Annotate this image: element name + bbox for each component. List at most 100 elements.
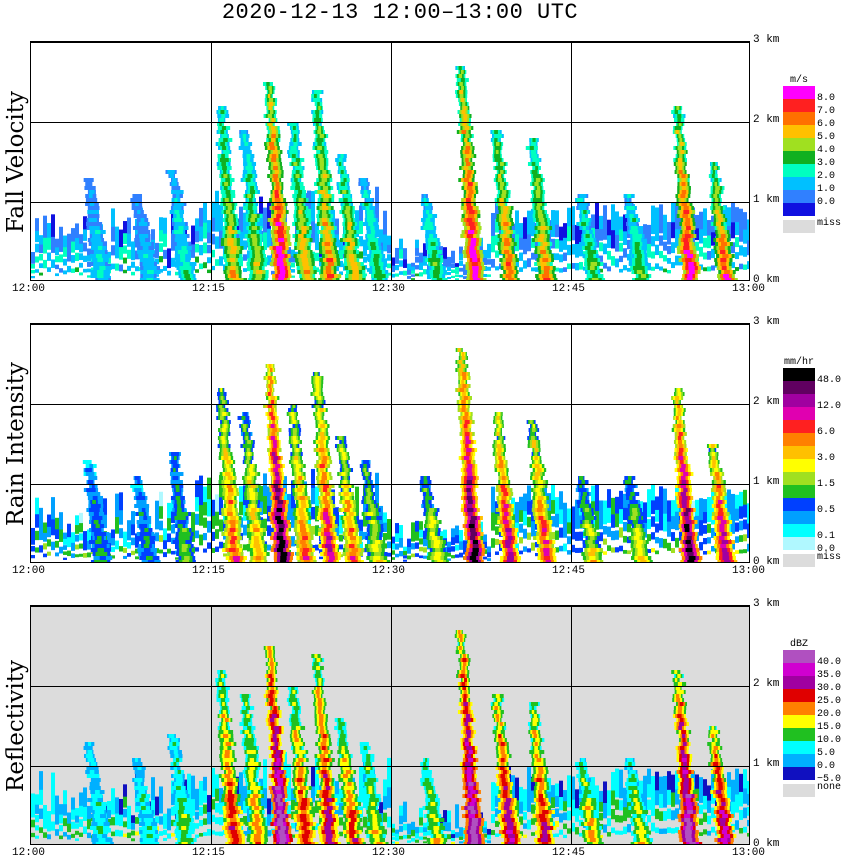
- heatmap-cell: [707, 510, 711, 523]
- heatmap-cell: [43, 237, 47, 254]
- heatmap-cell: [87, 261, 91, 267]
- shaft-cell: [503, 246, 509, 250]
- shaft-cell: [170, 174, 173, 178]
- shaft-cell: [501, 194, 506, 198]
- heatmap-cell: [131, 251, 135, 261]
- shaft-cell: [317, 130, 322, 134]
- heatmap-cell: [35, 547, 39, 553]
- shaft-cell: [537, 468, 542, 472]
- shaft-cell: [318, 154, 323, 158]
- shaft-cell: [318, 138, 322, 142]
- heatmap-cell: [743, 519, 747, 530]
- shaft-cell: [632, 512, 638, 516]
- shaft-cell: [325, 270, 332, 274]
- shaft-cell: [343, 476, 347, 480]
- shaft-cell: [326, 524, 333, 528]
- heatmap-cell: [659, 512, 663, 531]
- shaft-cell: [537, 202, 542, 206]
- shaft-cell: [719, 230, 725, 234]
- heatmap-cell: [595, 511, 599, 530]
- shaft-cell: [140, 218, 145, 222]
- heatmap-cell: [607, 507, 611, 523]
- heatmap-cell: [495, 513, 499, 525]
- heatmap-cell: [619, 216, 623, 231]
- shaft-cell: [462, 416, 468, 420]
- shaft-cell: [229, 270, 236, 274]
- shaft-cell: [722, 254, 729, 258]
- shaft-cell: [323, 198, 329, 202]
- heatmap-cell: [199, 263, 203, 270]
- shaft-cell: [681, 186, 687, 190]
- heatmap-cell: [663, 228, 667, 240]
- heatmap-cell: [739, 263, 743, 270]
- heatmap-cell: [731, 493, 735, 519]
- shaft-cell: [347, 504, 352, 508]
- heatmap-cell: [447, 552, 451, 557]
- shaft-cell: [230, 246, 238, 250]
- shaft-cell: [376, 560, 384, 562]
- shaft-cell: [370, 536, 377, 540]
- shaft-cell: [466, 202, 472, 206]
- heatmap-cell: [399, 551, 403, 557]
- heatmap-cell: [707, 220, 711, 237]
- heatmap-cell: [655, 536, 659, 544]
- shaft-cell: [274, 496, 280, 500]
- shaft-cell: [433, 270, 440, 274]
- heatmap-cell: [655, 207, 659, 228]
- shaft-cell: [459, 90, 464, 94]
- shaft-cell: [427, 214, 433, 218]
- shaft-cell: [228, 488, 234, 492]
- heatmap-cell: [359, 519, 363, 532]
- shaft-cell: [275, 480, 280, 484]
- heatmap-cell: [407, 269, 411, 275]
- shaft-cell: [538, 218, 545, 222]
- shaft-cell: [298, 476, 303, 480]
- shaft-cell: [273, 444, 277, 448]
- heatmap-cell: [419, 252, 423, 264]
- shaft-cell: [319, 420, 324, 424]
- heatmap-cell: [155, 274, 159, 277]
- shaft-cell: [323, 488, 328, 492]
- heatmap-cell: [103, 514, 107, 529]
- heatmap-cell: [75, 223, 79, 240]
- shaft-cell: [463, 106, 467, 110]
- shaft-cell: [142, 532, 149, 536]
- shaft-cell: [134, 484, 139, 488]
- heatmap-cell: [551, 532, 555, 540]
- shaft-cell: [375, 270, 382, 274]
- shaft-cell: [677, 158, 683, 162]
- shaft-cell: [499, 198, 504, 202]
- shaft-cell: [344, 500, 351, 504]
- shaft-cell: [589, 258, 595, 262]
- shaft-cell: [465, 436, 469, 440]
- heatmap-cell: [735, 267, 739, 272]
- shaft-cell: [292, 404, 295, 408]
- shaft-cell: [369, 218, 374, 222]
- shaft-cell: [97, 560, 104, 562]
- shaft-cell: [177, 222, 183, 226]
- heatmap-cell: [155, 532, 159, 542]
- heatmap-cell: [79, 262, 83, 268]
- heatmap-cell: [315, 267, 319, 273]
- shaft-cell: [469, 250, 476, 254]
- heatmap-cell: [419, 262, 423, 270]
- heatmap-cell: [519, 237, 523, 250]
- shaft-cell: [534, 182, 539, 186]
- shaft-cell: [327, 548, 333, 552]
- shaft-cell: [248, 488, 254, 492]
- heatmap-cell: [699, 246, 703, 257]
- shaft-cell: [242, 134, 247, 138]
- shaft-cell: [685, 258, 692, 262]
- heatmap-cell: [75, 252, 79, 262]
- heatmap-cell: [31, 263, 35, 269]
- heatmap-cell: [655, 523, 659, 533]
- shaft-cell: [584, 246, 591, 250]
- shaft-cell: [470, 532, 478, 536]
- heatmap-cell: [399, 249, 403, 259]
- colorbar-entry: 7.0: [783, 99, 847, 116]
- heatmap-cell: [495, 526, 499, 535]
- shaft-cell: [292, 428, 297, 432]
- x-tick-label: 12:45: [552, 283, 586, 295]
- shaft-cell: [228, 218, 234, 222]
- heatmap-cell: [527, 234, 531, 252]
